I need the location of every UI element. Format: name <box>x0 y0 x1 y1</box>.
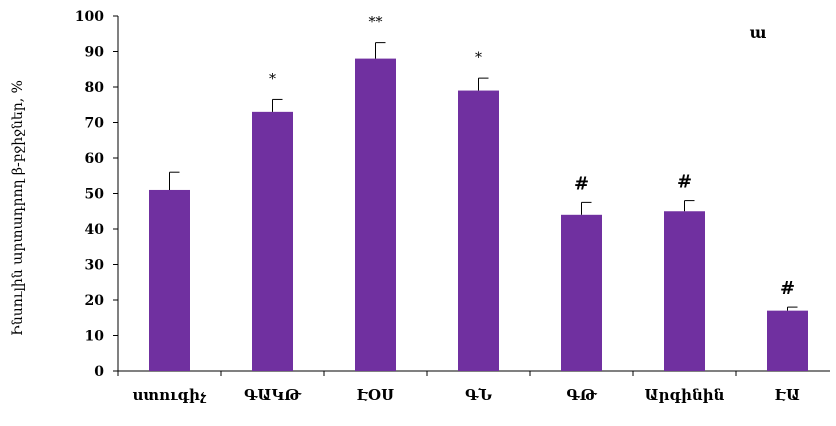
x-tick-label: ԷՕՍ <box>357 386 394 404</box>
bar <box>767 310 808 371</box>
x-tick-label: ստուգիչ <box>133 386 207 404</box>
bar <box>355 58 396 371</box>
y-axis-label: Ինսուլին արտադրող β-բջիջներ, % <box>10 80 26 336</box>
bar <box>561 214 602 371</box>
significance-label: # <box>677 172 692 193</box>
y-tick-label: 100 <box>75 9 104 25</box>
panel-label: ա <box>750 23 767 42</box>
bars: ստուգիչ ԳԱԿԹ * ԷՕՍ ** ԳՆ * ԳԹ # Արգինին # ԷԱ # <box>133 15 808 404</box>
y-tick-label: 50 <box>85 187 105 203</box>
y-tick-label: 20 <box>85 293 105 309</box>
y-tick-label: 90 <box>85 45 105 61</box>
bar <box>252 111 293 371</box>
bar <box>458 90 499 372</box>
significance-label: * <box>269 71 276 87</box>
y-tick-label: 40 <box>85 222 105 238</box>
significance-label: # <box>574 173 589 194</box>
significance-label: # <box>780 278 795 299</box>
x-tick-label: ԳՆ <box>465 386 492 404</box>
x-tick-label: Արգինին <box>645 386 725 404</box>
significance-label: ** <box>369 15 383 31</box>
y-tick-label: 30 <box>85 258 105 274</box>
y-tick-label: 0 <box>94 364 104 380</box>
y-tick-label: 80 <box>85 80 105 96</box>
axes: 0 10 20 30 40 50 60 70 80 90 100 <box>75 9 830 380</box>
x-tick-label: ԳԹ <box>566 386 597 404</box>
significance-label: * <box>475 50 482 66</box>
y-tick-label: 70 <box>85 116 105 132</box>
x-tick-label: ԳԱԿԹ <box>244 386 302 404</box>
y-tick-label: 60 <box>85 151 105 167</box>
x-tick-label: ԷԱ <box>775 386 800 404</box>
y-tick-label: 10 <box>85 329 105 345</box>
bar <box>149 189 190 371</box>
bar <box>664 211 705 371</box>
